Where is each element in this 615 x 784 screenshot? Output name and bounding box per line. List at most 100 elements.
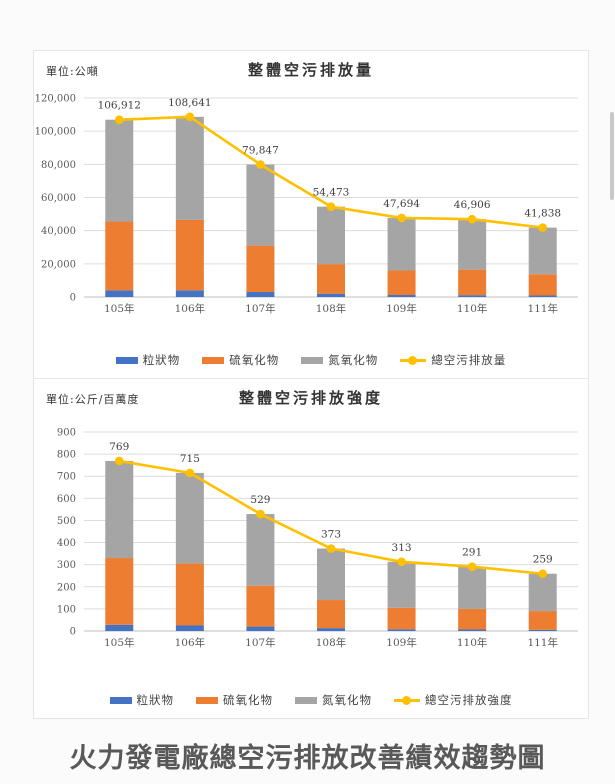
y-tick-label: 700: [57, 472, 76, 483]
bar-segment: [317, 206, 345, 265]
bar-segment: [175, 625, 204, 631]
y-tick-label: 900: [57, 428, 76, 439]
bar-segment: [528, 274, 557, 296]
y-tick-label: 80,000: [41, 160, 76, 171]
trend-point: [256, 509, 265, 519]
emissions-chart-panel: 單位:公噸 整體空污排放量 0 20,000 40,000 60,000 80,000 1…: [33, 50, 589, 379]
emissions-legend: 粒狀物 硫氧化物 氮氧化物 總空污排放量: [34, 352, 588, 368]
x-tick-label: 105年: [104, 636, 135, 649]
legend-label: 總空污排放強度: [425, 693, 513, 707]
legend-swatch: [196, 696, 218, 704]
legend-swatch: [115, 356, 138, 364]
bar-segment: [105, 119, 134, 222]
trend-point: [538, 223, 548, 232]
emissions-chart-title: 整體空污排放量: [247, 61, 374, 79]
legend-item: 氮氧化物: [301, 352, 378, 368]
bar-segment: [246, 164, 275, 246]
x-tick-label: 108年: [316, 302, 347, 315]
bar-segment: [105, 624, 134, 631]
y-tick-label: 200: [57, 582, 76, 593]
legend-item: 硫氧化物: [196, 692, 273, 708]
y-tick-label: 100: [57, 604, 76, 615]
bar-segment: [175, 116, 204, 220]
bar-segment: [528, 573, 557, 612]
bar-segment: [387, 561, 416, 608]
bar-segment: [387, 607, 416, 630]
trend-point: [467, 214, 477, 224]
bar-segment: [387, 295, 416, 297]
x-tick-label: 107年: [245, 636, 276, 649]
page-title: 火力發電廠總空污排放改善績效趨勢圖: [69, 743, 546, 773]
bar-segment: [458, 608, 487, 630]
bar-segment: [458, 219, 487, 270]
bar-segment: [317, 628, 345, 631]
legend-label: 硫氧化物: [223, 693, 273, 707]
bar-segment: [317, 548, 345, 601]
legend-item: 粒狀物: [115, 352, 181, 368]
y-tick-label: 60,000: [41, 193, 76, 204]
x-tick-label: 110年: [457, 636, 488, 649]
legend-item: 粒狀物: [109, 692, 175, 708]
legend-label: 硫氧化物: [229, 353, 280, 367]
legend-item: 硫氧化物: [202, 352, 279, 368]
y-tick-label: 40,000: [41, 226, 76, 237]
y-tick-label: 20,000: [41, 259, 76, 270]
bar-segment: [387, 270, 416, 296]
bar-segment: [246, 585, 275, 627]
trend-point: [538, 569, 548, 579]
legend-label: 粒狀物: [142, 353, 181, 367]
y-tick-label: 120,000: [35, 94, 76, 105]
bar-segment: [458, 269, 487, 296]
point-label: 79,847: [242, 145, 279, 157]
bar-segment: [317, 293, 345, 297]
intensity-unit-label: 單位:公斤/百萬度: [46, 393, 140, 406]
x-tick-label: 109年: [386, 636, 417, 649]
point-label: 41,838: [524, 208, 561, 220]
legend-item: 總空污排放強度: [394, 692, 513, 708]
legend-label: 總空污排放量: [431, 353, 507, 367]
bar-segment: [246, 514, 275, 586]
x-tick-label: 108年: [316, 636, 347, 649]
point-label: 373: [321, 529, 341, 541]
trend-point: [326, 544, 336, 553]
trend-point: [185, 468, 195, 478]
point-label: 47,694: [383, 198, 420, 210]
point-label: 291: [462, 547, 482, 559]
bar-segment: [175, 472, 204, 564]
trend-point: [114, 115, 124, 125]
chart-svg: 0 20,000 40,000 60,000 80,000 100,000 120,000 1…: [35, 94, 578, 315]
legend-item: 總空污排放量: [400, 352, 506, 368]
legend-label: 氮氧化物: [328, 353, 379, 367]
x-tick-label: 106年: [175, 302, 206, 315]
point-label: 313: [392, 542, 412, 554]
bar-segment: [246, 292, 275, 297]
trend-point: [114, 456, 124, 466]
scrollbar-thumb[interactable]: [610, 112, 614, 200]
legend-line-marker-icon: [394, 695, 420, 705]
trend-point: [326, 202, 336, 211]
bar-segment: [317, 600, 345, 629]
bar-segment: [458, 295, 487, 297]
legend-swatch: [109, 696, 132, 704]
bar-segment: [387, 217, 416, 271]
point-label: 529: [250, 494, 270, 506]
bar-segment: [528, 295, 557, 297]
point-label: 769: [109, 441, 129, 453]
chart-svg: 0 100 200 300 400 500 600 700 800 900 105年 106年 107年…: [57, 428, 578, 649]
y-tick-label: 400: [57, 538, 76, 549]
y-tick-label: 500: [57, 516, 76, 527]
x-tick-label: 107年: [245, 302, 276, 315]
bar-segment: [105, 221, 134, 291]
legend-line-marker-icon: [400, 355, 427, 365]
y-tick-label: 0: [70, 293, 76, 304]
bar-segment: [528, 611, 557, 630]
bar-segment: [528, 629, 557, 631]
y-tick-label: 0: [70, 627, 76, 638]
bar-segment: [105, 558, 134, 625]
legend-item: 氮氧化物: [295, 692, 372, 708]
intensity-chart-plot: 0 100 200 300 400 500 600 700 800 900 105年 106年 107年…: [34, 425, 588, 657]
trend-point: [256, 160, 265, 169]
bar-segment: [528, 227, 557, 275]
point-label: 259: [533, 554, 553, 566]
legend-swatch: [202, 356, 225, 364]
